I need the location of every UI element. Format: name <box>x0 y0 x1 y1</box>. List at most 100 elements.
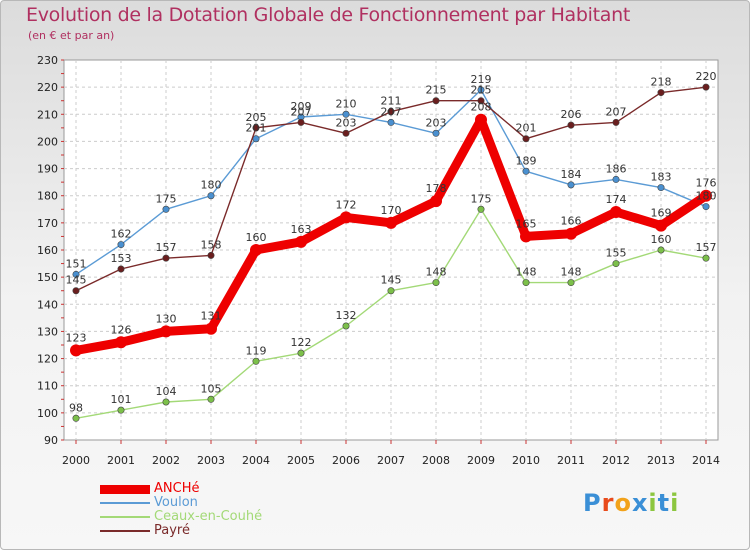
legend-label: ANCHé <box>154 481 200 496</box>
data-label: 104 <box>156 385 177 398</box>
data-label: 208 <box>471 101 492 114</box>
data-label: 157 <box>156 241 177 254</box>
data-label: 180 <box>201 179 222 192</box>
legend-swatch <box>100 516 150 518</box>
y-tick-label: 180 <box>37 190 58 203</box>
data-point <box>207 192 215 200</box>
data-point <box>432 97 440 105</box>
data-label: 203 <box>336 116 357 129</box>
data-point <box>477 86 485 94</box>
data-label: 205 <box>246 111 267 124</box>
data-label: 155 <box>606 247 627 260</box>
x-tick-label: 2003 <box>197 454 225 467</box>
legend-label: Voulon <box>154 495 198 510</box>
data-point <box>387 287 395 295</box>
data-label: 215 <box>471 84 492 97</box>
y-tick-label: 190 <box>37 163 58 176</box>
data-point <box>252 124 260 132</box>
legend-item: ANCHé <box>100 482 262 496</box>
data-point <box>610 206 622 218</box>
data-label: 145 <box>66 274 87 287</box>
data-point <box>702 83 710 91</box>
x-tick-label: 2008 <box>422 454 450 467</box>
logo-letter: x <box>631 489 649 517</box>
data-label: 207 <box>291 105 312 118</box>
data-label: 119 <box>246 344 267 357</box>
data-point <box>117 406 125 414</box>
data-label: 169 <box>651 207 672 220</box>
data-point <box>342 129 350 137</box>
data-point <box>387 108 395 116</box>
x-tick-label: 2011 <box>557 454 585 467</box>
data-point <box>117 265 125 273</box>
logo-letter: i <box>670 489 680 517</box>
data-label: 209 <box>291 100 312 113</box>
data-label: 148 <box>561 266 582 279</box>
data-label: 148 <box>426 266 447 279</box>
data-point <box>205 322 217 335</box>
data-point <box>252 135 260 143</box>
data-label: 148 <box>516 266 537 279</box>
data-label: 210 <box>336 97 357 110</box>
data-label: 189 <box>516 154 537 167</box>
logo-letter: P <box>583 489 602 517</box>
data-label: 206 <box>561 108 582 121</box>
data-point <box>475 113 487 126</box>
x-tick-label: 2006 <box>332 454 360 467</box>
data-point <box>700 189 712 202</box>
data-point <box>612 118 620 126</box>
y-tick-label: 210 <box>37 108 58 121</box>
y-tick-label: 100 <box>37 407 58 420</box>
data-label: 174 <box>606 193 627 206</box>
chart-title: Evolution de la Dotation Globale de Fonc… <box>26 4 631 26</box>
data-point <box>162 254 170 262</box>
data-point <box>72 270 80 278</box>
chart-subtitle: (en € et par an) <box>28 29 115 42</box>
logo-letter: t <box>657 489 671 517</box>
data-label: 218 <box>651 76 672 89</box>
legend-swatch <box>100 502 150 504</box>
legend-item: Voulon <box>100 496 262 510</box>
data-label: 176 <box>696 177 717 190</box>
data-label: 122 <box>291 336 312 349</box>
data-label: 105 <box>201 382 222 395</box>
legend-label: Ceaux-en-Couhé <box>154 509 263 524</box>
data-point <box>72 287 80 295</box>
data-label: 220 <box>696 70 717 83</box>
data-label: 186 <box>606 162 627 175</box>
data-point <box>567 279 575 287</box>
y-tick-label: 220 <box>37 81 58 94</box>
data-label: 126 <box>111 323 132 336</box>
logo-letter: i <box>648 489 658 517</box>
data-label: 180 <box>696 190 717 203</box>
data-point <box>70 344 82 357</box>
x-tick-label: 2007 <box>377 454 405 467</box>
data-point <box>252 357 260 365</box>
data-label: 158 <box>201 238 222 251</box>
legend-item: Ceaux-en-Couhé <box>100 510 262 524</box>
data-label: 178 <box>426 182 447 195</box>
data-label: 166 <box>561 215 582 228</box>
data-point <box>207 395 215 403</box>
data-point <box>567 121 575 129</box>
y-tick-label: 130 <box>37 325 58 338</box>
y-tick-label: 90 <box>44 434 58 447</box>
data-point <box>657 184 665 192</box>
data-point <box>160 325 172 338</box>
data-point <box>72 414 80 422</box>
data-point <box>567 181 575 189</box>
data-label: 207 <box>381 105 402 118</box>
data-label: 160 <box>651 233 672 246</box>
proxiti-logo: Proxiti <box>583 489 679 517</box>
data-point <box>250 244 262 256</box>
legend-swatch <box>100 484 150 494</box>
data-point <box>387 118 395 126</box>
data-point <box>430 195 442 208</box>
y-tick-label: 110 <box>37 380 58 393</box>
data-point <box>297 118 305 126</box>
data-point <box>657 89 665 97</box>
data-label: 98 <box>69 401 83 414</box>
data-point <box>565 227 577 240</box>
data-point <box>162 398 170 406</box>
